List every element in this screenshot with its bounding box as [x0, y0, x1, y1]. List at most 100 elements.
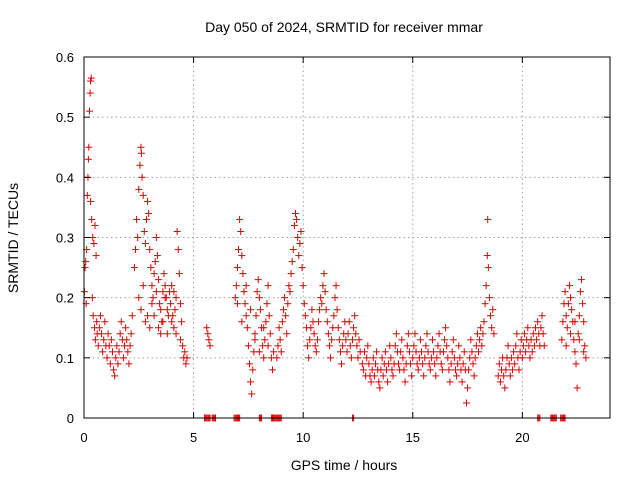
data-point [353, 342, 361, 350]
data-point [294, 234, 302, 241]
data-point [439, 348, 447, 356]
data-point [242, 282, 250, 290]
data-point [150, 312, 158, 320]
data-point [205, 336, 213, 344]
data-point [87, 197, 95, 205]
y-tick-label: 0.5 [56, 110, 74, 125]
data-point [139, 282, 147, 290]
data-point [81, 264, 89, 272]
data-point [470, 372, 478, 380]
data-point [171, 306, 179, 314]
y-tick-label: 0.1 [56, 351, 74, 366]
data-point [206, 342, 214, 350]
data-point [150, 270, 158, 278]
data-point [488, 324, 496, 332]
data-point [88, 215, 96, 223]
data-point [459, 360, 467, 368]
data-point [245, 360, 253, 368]
data-point [113, 342, 121, 350]
data-point [293, 215, 301, 223]
data-point [322, 306, 330, 314]
data-point [248, 390, 256, 398]
data-point [89, 312, 97, 320]
data-point [533, 336, 541, 344]
data-point [159, 288, 167, 296]
data-point [284, 300, 292, 308]
data-point [582, 354, 590, 362]
data-point [354, 354, 362, 362]
data-point [397, 348, 405, 356]
data-point [441, 336, 449, 344]
data-point [433, 354, 441, 362]
data-point [170, 288, 178, 296]
data-point [321, 288, 329, 296]
data-point [323, 318, 331, 326]
data-point [278, 318, 286, 326]
data-point [276, 336, 284, 344]
data-point [99, 348, 107, 356]
data-point [91, 336, 99, 344]
data-point [105, 342, 113, 350]
data-point [93, 318, 101, 326]
data-point [181, 348, 189, 356]
data-point [484, 264, 492, 272]
data-point [117, 318, 125, 326]
data-point [537, 324, 545, 332]
data-point [126, 342, 134, 350]
data-point [458, 378, 466, 386]
data-point [253, 288, 261, 296]
data-point [562, 312, 570, 320]
data-point [420, 372, 428, 380]
data-point [456, 354, 464, 362]
chart-title: Day 050 of 2024, SRMTID for receiver mma… [205, 19, 483, 35]
x-tick-label: 10 [296, 430, 310, 445]
data-point [562, 342, 570, 350]
data-point [255, 294, 263, 302]
data-point [251, 330, 259, 338]
data-point [107, 336, 115, 344]
data-point [298, 264, 306, 272]
data-point [563, 324, 571, 332]
data-point [344, 330, 352, 338]
data-point [469, 360, 477, 368]
data-point [358, 360, 366, 368]
data-point [168, 282, 176, 290]
y-tick-label: 0.2 [56, 291, 74, 306]
data-point [261, 336, 269, 344]
data-point [405, 348, 413, 356]
data-point [273, 354, 281, 362]
data-point [379, 372, 387, 380]
data-point [574, 330, 582, 338]
data-point [147, 264, 155, 272]
points-layer [80, 74, 590, 422]
data-point [502, 366, 510, 374]
data-point [237, 227, 245, 235]
data-point [339, 342, 347, 350]
data-point [94, 342, 102, 350]
data-point [538, 312, 546, 320]
data-point [123, 336, 131, 344]
data-point [87, 77, 95, 85]
data-point [465, 366, 473, 374]
data-point [319, 282, 327, 290]
x-tick-label: 15 [406, 430, 420, 445]
data-point [426, 366, 434, 374]
x-axis-label: GPS time / hours [291, 457, 398, 473]
data-point [110, 366, 118, 374]
data-point [567, 330, 575, 338]
data-point [279, 306, 287, 314]
data-point [262, 318, 270, 326]
data-point [297, 227, 305, 235]
data-point [480, 318, 488, 326]
data-point [151, 258, 159, 266]
data-point [446, 378, 454, 386]
x-tick-label: 5 [190, 430, 197, 445]
data-point [333, 306, 341, 314]
data-point [482, 282, 490, 290]
data-point [510, 348, 518, 356]
data-point [163, 306, 171, 314]
data-point [580, 318, 588, 326]
data-point [305, 354, 313, 362]
data-point [238, 252, 246, 260]
data-point [264, 342, 272, 350]
